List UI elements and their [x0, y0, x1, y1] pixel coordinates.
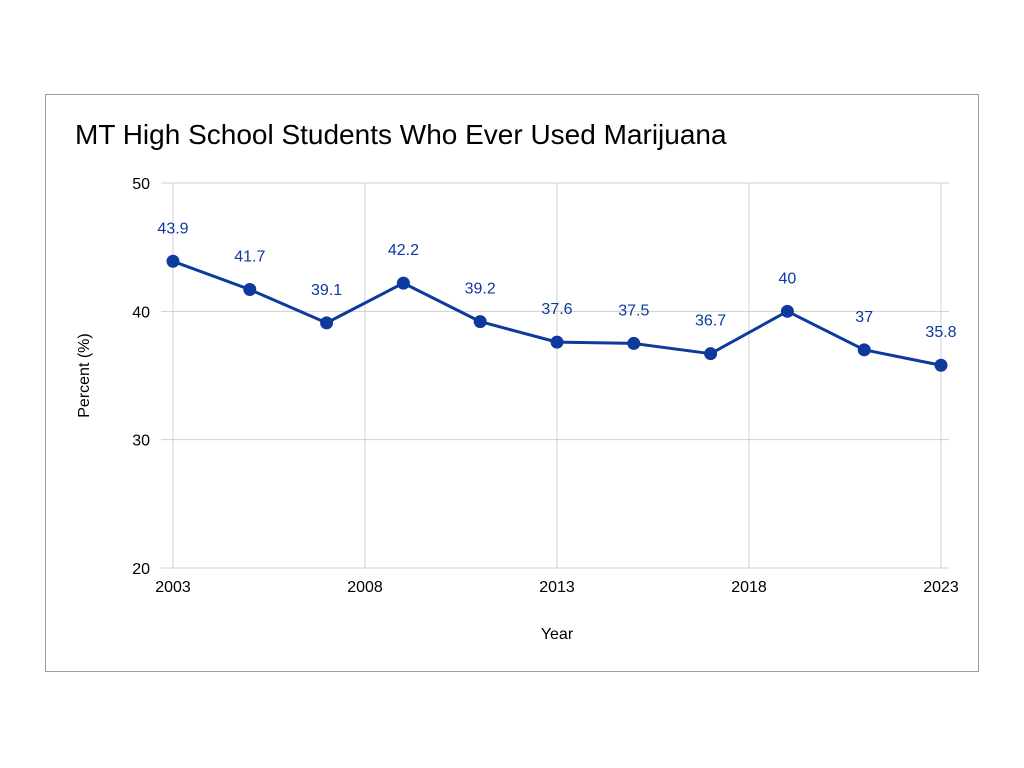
- grid-lines: [161, 182, 949, 569]
- y-tick-label: 40: [132, 304, 150, 321]
- data-point: [550, 335, 564, 349]
- data-label: 35.8: [925, 324, 956, 341]
- data-label: 40: [779, 270, 797, 287]
- data-label: 37.6: [541, 301, 572, 318]
- y-axis-title: Percent (%): [76, 333, 93, 417]
- y-tick-label: 50: [132, 176, 150, 193]
- data-label: 37.5: [618, 302, 649, 319]
- x-tick-label: 2003: [155, 579, 191, 596]
- series-layer: 43.9 41.7 39.1 42.2 39.2 37.6 37.5 36.7 40 37 35.8: [157, 220, 957, 372]
- data-point: [934, 358, 948, 372]
- data-point: [627, 336, 641, 350]
- data-label: 39.2: [465, 281, 496, 298]
- data-point: [704, 347, 718, 361]
- chart-frame: [45, 94, 979, 672]
- x-tick-label: 2023: [923, 579, 959, 596]
- chart-title: MT High School Students Who Ever Used Ma…: [75, 119, 727, 150]
- axes: Year Percent (%) 20 30 40 50 2003 2008 2013 201…: [76, 176, 959, 643]
- data-label: 42.2: [388, 242, 419, 259]
- data-point: [166, 254, 180, 268]
- x-axis-title: Year: [541, 626, 574, 643]
- data-point: [780, 304, 794, 318]
- y-tick-label: 20: [132, 561, 150, 578]
- data-label: 43.9: [157, 220, 188, 237]
- data-label: 37: [855, 309, 873, 326]
- x-tick-label: 2018: [731, 579, 767, 596]
- data-label: 39.1: [311, 282, 342, 299]
- data-label: 36.7: [695, 313, 726, 330]
- data-point: [243, 283, 257, 297]
- data-point: [320, 316, 334, 330]
- x-tick-label: 2008: [347, 579, 383, 596]
- data-point: [396, 276, 410, 290]
- data-label: 41.7: [234, 249, 265, 266]
- data-point: [473, 315, 487, 329]
- x-tick-label: 2013: [539, 579, 575, 596]
- y-tick-label: 30: [132, 433, 150, 450]
- data-point: [857, 343, 871, 357]
